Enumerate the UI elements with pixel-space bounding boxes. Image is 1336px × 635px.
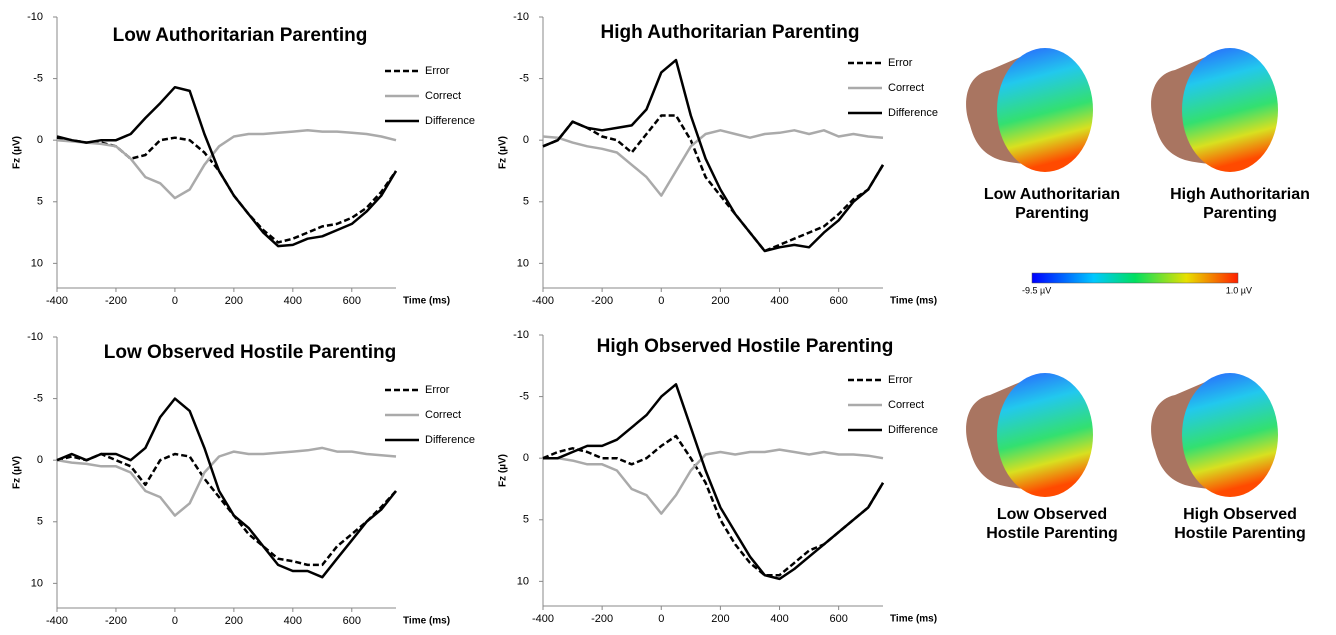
x-tick-label: -200	[591, 295, 613, 307]
y-tick-label: 5	[37, 516, 43, 528]
y-tick-label: 10	[31, 577, 43, 589]
y-tick-label: 10	[517, 575, 529, 587]
y-tick-label: -5	[519, 72, 529, 84]
topomap	[1151, 48, 1278, 172]
series-line	[543, 436, 883, 575]
chart-title: High Authoritarian Parenting	[601, 22, 860, 43]
y-axis-label: Fz (µV)	[498, 136, 509, 169]
series-line	[57, 87, 396, 246]
legend-label: Difference	[888, 424, 938, 436]
x-tick-label: 200	[225, 295, 243, 307]
legend-label: Difference	[425, 434, 475, 446]
y-tick-label: 0	[523, 134, 529, 146]
legend-label: Error	[425, 65, 450, 77]
series-line	[543, 116, 883, 252]
topomap	[1151, 373, 1278, 497]
x-tick-label: -200	[105, 295, 127, 307]
topomap-label: Hostile Parenting	[986, 525, 1118, 542]
y-tick-label: 10	[517, 257, 529, 269]
y-tick-label: -10	[513, 329, 529, 341]
colorbar-min: -9.5 µV	[1022, 285, 1051, 295]
x-axis-label: Time (ms)	[403, 616, 450, 627]
x-tick-label: -200	[105, 615, 127, 627]
y-axis-label: Fz (µV)	[498, 454, 509, 487]
colorbar	[1032, 273, 1238, 283]
x-tick-label: 0	[658, 613, 664, 625]
chart: -10 -5 0 5 10 -400 -200 0 200 400 600 Time (ms) Fz (…	[12, 11, 475, 307]
x-axis-label: Time (ms)	[403, 296, 450, 307]
topomap-label: High Observed	[1183, 506, 1297, 523]
topomap-label: Parenting	[1015, 205, 1089, 222]
y-axis-label: Fz (µV)	[12, 136, 23, 169]
y-tick-label: -10	[27, 331, 43, 343]
legend-label: Error	[888, 374, 913, 386]
y-tick-label: 10	[31, 257, 43, 269]
chart-title: Low Authoritarian Parenting	[113, 25, 368, 46]
y-tick-label: -5	[33, 392, 43, 404]
topomap-label: Parenting	[1203, 205, 1277, 222]
y-axis-label: Fz (µV)	[12, 456, 23, 489]
topomap-label: Low Observed	[997, 506, 1107, 523]
legend-label: Correct	[888, 82, 924, 94]
legend-label: Correct	[425, 90, 461, 102]
x-tick-label: -400	[532, 613, 554, 625]
topomap-label: Low Authoritarian	[984, 186, 1120, 203]
y-tick-label: -10	[513, 11, 529, 23]
x-tick-label: 200	[711, 295, 729, 307]
legend-label: Difference	[888, 107, 938, 119]
y-tick-label: 0	[37, 134, 43, 146]
x-tick-label: 0	[172, 295, 178, 307]
legend-label: Difference	[425, 115, 475, 127]
x-tick-label: 600	[343, 295, 361, 307]
chart: -10 -5 0 5 10 -400 -200 0 200 400 600 Time (ms) Fz (…	[12, 331, 475, 627]
legend-label: Error	[425, 384, 450, 396]
x-tick-label: 200	[711, 613, 729, 625]
x-tick-label: 200	[225, 615, 243, 627]
colorbar-max: 1.0 µV	[1226, 285, 1252, 295]
x-tick-label: 400	[284, 295, 302, 307]
y-tick-label: 5	[37, 196, 43, 208]
x-tick-label: 400	[770, 295, 788, 307]
y-tick-label: -5	[33, 72, 43, 84]
x-tick-label: 0	[658, 295, 664, 307]
x-tick-label: 600	[829, 613, 847, 625]
figure: Low Authoritarian Parenting High Authori…	[0, 0, 1336, 630]
chart: -10 -5 0 5 10 -400 -200 0 200 400 600 Time (ms) Fz (…	[498, 329, 938, 625]
y-tick-label: -10	[27, 11, 43, 23]
topomap	[966, 373, 1093, 497]
series-line	[543, 60, 883, 251]
series-line	[543, 384, 883, 579]
topomap	[966, 48, 1093, 172]
x-tick-label: 400	[284, 615, 302, 627]
x-axis-label: Time (ms)	[890, 296, 937, 307]
y-tick-label: 5	[523, 514, 529, 526]
chart-title: Low Observed Hostile Parenting	[104, 342, 396, 363]
y-tick-label: 0	[37, 454, 43, 466]
x-tick-label: -200	[591, 613, 613, 625]
chart: -10 -5 0 5 10 -400 -200 0 200 400 600 Time (ms) Fz (…	[498, 11, 938, 307]
x-tick-label: -400	[532, 295, 554, 307]
y-tick-label: 0	[523, 452, 529, 464]
x-tick-label: -400	[46, 615, 68, 627]
legend-label: Correct	[425, 409, 461, 421]
chart-title: High Observed Hostile Parenting	[597, 336, 894, 357]
topomap-label: High Authoritarian	[1170, 186, 1310, 203]
x-axis-label: Time (ms)	[890, 614, 937, 625]
legend-label: Correct	[888, 399, 924, 411]
x-tick-label: 600	[343, 615, 361, 627]
series-line	[57, 399, 396, 578]
series-line	[543, 450, 883, 514]
y-tick-label: 5	[523, 196, 529, 208]
series-line	[543, 130, 883, 195]
topomap-label: Hostile Parenting	[1174, 525, 1306, 542]
x-tick-label: 0	[172, 615, 178, 627]
y-tick-label: -5	[519, 390, 529, 402]
x-tick-label: 600	[829, 295, 847, 307]
x-tick-label: 400	[770, 613, 788, 625]
legend-label: Error	[888, 57, 913, 69]
x-tick-label: -400	[46, 295, 68, 307]
